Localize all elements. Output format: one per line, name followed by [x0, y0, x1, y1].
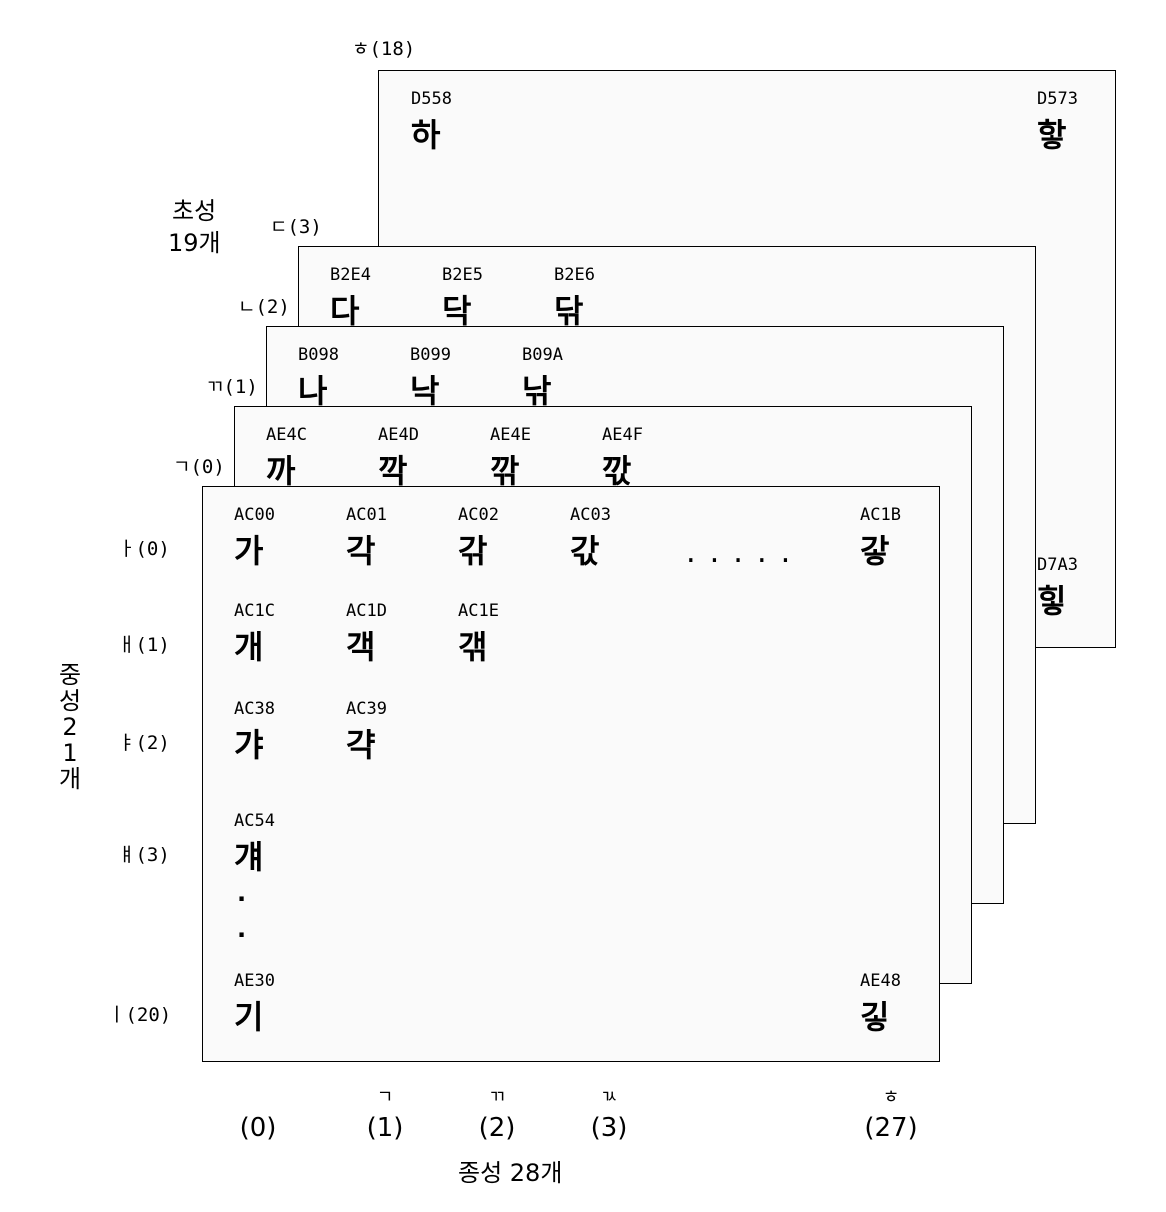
syllable-hih: 힣 — [1037, 582, 1067, 620]
syllable-kka: 까 — [266, 452, 296, 490]
syllable-nakk: 낚 — [522, 372, 552, 410]
col-num-1: (1) — [366, 1113, 404, 1143]
row-label-yae-3: ㅒ(3) — [118, 844, 170, 866]
syllable-gakk: 갂 — [458, 532, 488, 570]
code-AC1E: AC1E — [458, 601, 499, 621]
syllable-gak: 각 — [346, 532, 376, 570]
syllable-kkakk: 깎 — [490, 452, 520, 490]
plane-label-digeut-3: ㄷ(3) — [270, 216, 322, 238]
row-label-ae-1: ㅐ(1) — [118, 634, 170, 656]
choseong-label-line2: 19개 — [168, 229, 221, 257]
plane-giyeok: AC00 가 AC01 각 AC02 갂 AC03 갃 ..... AC1B 갛… — [202, 486, 940, 1062]
syllable-hah: 핳 — [1037, 116, 1067, 154]
code-B098: B098 — [298, 345, 339, 365]
row-label-i-20: ㅣ(20) — [108, 1004, 172, 1026]
syllable-dak: 닥 — [442, 292, 472, 330]
syllable-ga: 가 — [234, 532, 264, 570]
code-AC03: AC03 — [570, 505, 611, 525]
syllable-gah: 갛 — [860, 532, 890, 570]
syllable-gya: 갸 — [234, 726, 264, 764]
col-jamo-1: ㄱ — [376, 1087, 394, 1108]
code-AE48: AE48 — [860, 971, 901, 991]
code-D7A3: D7A3 — [1037, 555, 1078, 575]
syllable-gi: 기 — [234, 998, 264, 1036]
syllable-gaekk: 갞 — [458, 628, 488, 666]
row-label-ya-2: ㅑ(2) — [118, 732, 170, 754]
choseong-label-line1: 초성 — [172, 197, 217, 225]
jungseong-axis-label: 중성21개 — [58, 661, 82, 793]
code-AC00: AC00 — [234, 505, 275, 525]
code-AE4D: AE4D — [378, 425, 419, 445]
syllable-ha: 하 — [411, 116, 441, 154]
plane-label-hieut-18: ㅎ(18) — [352, 38, 416, 60]
code-AE30: AE30 — [234, 971, 275, 991]
code-AE4F: AE4F — [602, 425, 643, 445]
code-D558: D558 — [411, 89, 452, 109]
code-AC1D: AC1D — [346, 601, 387, 621]
code-AC38: AC38 — [234, 699, 275, 719]
col-num-0: (0) — [239, 1113, 277, 1143]
col-num-27: (27) — [864, 1113, 918, 1143]
syllable-kkaks: 깏 — [602, 452, 632, 490]
syllable-gaks: 갃 — [570, 532, 600, 570]
code-AC54: AC54 — [234, 811, 275, 831]
code-AC1C: AC1C — [234, 601, 275, 621]
code-D573: D573 — [1037, 89, 1078, 109]
code-B2E5: B2E5 — [442, 265, 483, 285]
col-num-2: (2) — [478, 1113, 516, 1143]
syllable-da: 다 — [330, 292, 360, 330]
plane-label-nieun-2: ㄴ(2) — [238, 296, 290, 318]
code-AC1B: AC1B — [860, 505, 901, 525]
syllable-gih: 깋 — [860, 998, 890, 1036]
code-AE4C: AE4C — [266, 425, 307, 445]
code-AC02: AC02 — [458, 505, 499, 525]
code-AC01: AC01 — [346, 505, 387, 525]
syllable-dakk: 닦 — [554, 292, 584, 330]
code-B099: B099 — [410, 345, 451, 365]
syllable-gae: 개 — [234, 628, 264, 666]
row-label-a-0: ㅏ(0) — [118, 538, 170, 560]
jongseong-axis-label: 종성 28개 — [458, 1159, 563, 1187]
syllable-gaek: 객 — [346, 628, 376, 666]
col-num-3: (3) — [590, 1113, 628, 1143]
col-jamo-27: ㅎ — [882, 1087, 900, 1108]
code-B2E4: B2E4 — [330, 265, 371, 285]
plane-label-ssangkiyeok-1: ㄲ(1) — [206, 376, 258, 398]
col-jamo-3: ㄳ — [600, 1087, 618, 1108]
code-AC39: AC39 — [346, 699, 387, 719]
vertical-dot-2: . — [237, 915, 247, 943]
code-B09A: B09A — [522, 345, 563, 365]
syllable-gyae: 걔 — [234, 838, 264, 876]
col-jamo-2: ㄲ — [488, 1087, 506, 1108]
code-B2E6: B2E6 — [554, 265, 595, 285]
plane-label-giyeok-0: ㄱ(0) — [173, 456, 225, 478]
syllable-na: 나 — [298, 372, 328, 410]
vertical-dot-1: . — [237, 879, 247, 907]
syllable-gyak: 갹 — [346, 726, 376, 764]
syllable-nak: 낙 — [410, 372, 440, 410]
code-AE4E: AE4E — [490, 425, 531, 445]
ellipsis-dots: ..... — [683, 539, 802, 569]
syllable-kkak: 깍 — [378, 452, 408, 490]
